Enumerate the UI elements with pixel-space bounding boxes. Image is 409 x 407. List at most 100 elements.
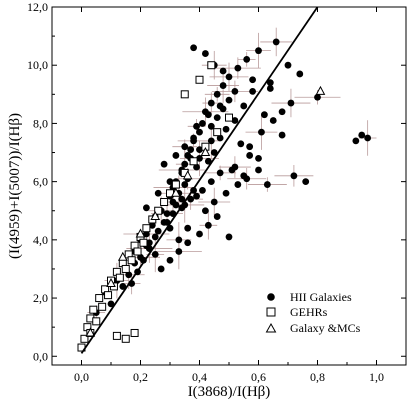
data-point-hii-galaxy	[213, 90, 221, 98]
data-point-hii-galaxy	[190, 44, 198, 52]
data-point-hii-galaxy	[178, 195, 186, 203]
data-point-gehr	[95, 294, 104, 303]
data-point-hii-galaxy	[166, 256, 174, 264]
y-tick-label: 12,0	[27, 0, 48, 14]
data-point-hii-galaxy	[243, 175, 251, 183]
data-point-galaxy-mc	[200, 146, 211, 157]
data-point-hii-galaxy	[169, 198, 177, 206]
data-point-gehr	[127, 256, 136, 265]
data-point-hii-galaxy	[210, 198, 218, 206]
data-point-hii-galaxy	[175, 248, 183, 255]
data-point-hii-galaxy	[190, 134, 198, 142]
data-point-hii-galaxy	[278, 131, 286, 139]
data-point-galaxy-mc	[182, 170, 193, 180]
fit-line	[80, 6, 319, 354]
data-point-gehr	[115, 273, 124, 282]
data-point-hii-galaxy	[204, 221, 212, 229]
data-point-hii-galaxy	[302, 178, 310, 186]
data-point-hii-galaxy	[163, 210, 171, 218]
data-point-hii-galaxy	[187, 195, 195, 203]
data-point-hii-galaxy	[154, 227, 162, 235]
x-tick-label: 0,0	[74, 370, 89, 384]
data-point-hii-galaxy	[210, 149, 218, 156]
data-point-hii-galaxy	[216, 169, 224, 177]
data-point-hii-galaxy	[284, 61, 292, 69]
fit-line-layer	[80, 6, 319, 354]
data-point-hii-galaxy	[231, 163, 239, 171]
data-point-gehr	[121, 264, 130, 273]
x-axis-label: I(3868)/I(Hβ)	[188, 384, 271, 400]
data-point-hii-galaxy	[234, 181, 242, 188]
marker-layer	[77, 38, 372, 352]
data-point-hii-galaxy	[143, 204, 150, 212]
data-point-hii-galaxy	[237, 140, 245, 148]
data-point-hii-galaxy	[166, 178, 174, 186]
data-point-hii-galaxy	[207, 122, 215, 130]
plot-frame	[51, 6, 407, 366]
data-point-hii-galaxy	[261, 111, 268, 119]
data-point-hii-galaxy	[225, 96, 233, 104]
data-point-hii-galaxy	[216, 102, 224, 110]
data-point-hii-galaxy	[249, 88, 256, 95]
data-point-hii-galaxy	[145, 239, 153, 247]
data-point-gehr	[133, 247, 142, 256]
data-point-hii-galaxy	[246, 152, 254, 159]
data-point-gehr	[225, 113, 233, 122]
data-point-gehr	[89, 305, 98, 314]
data-point-hii-galaxy	[196, 146, 203, 154]
data-point-hii-galaxy	[352, 137, 360, 145]
data-point-hii-galaxy	[364, 134, 372, 142]
data-point-hii-galaxy	[193, 192, 200, 200]
data-point-galaxy-mc	[171, 187, 181, 197]
data-point-hii-galaxy	[213, 213, 221, 220]
data-point-gehr	[130, 328, 139, 337]
data-point-hii-galaxy	[216, 134, 224, 142]
data-point-hii-galaxy	[287, 99, 295, 107]
data-point-galaxy-mc	[150, 210, 161, 221]
data-point-hii-galaxy	[219, 67, 227, 75]
data-point-hii-galaxy	[193, 122, 200, 130]
data-point-hii-galaxy	[225, 233, 233, 241]
data-point-hii-galaxy	[240, 102, 248, 110]
data-point-hii-galaxy	[263, 181, 271, 188]
data-point-hii-galaxy	[107, 300, 115, 308]
data-point-galaxy-mc	[315, 85, 326, 95]
data-point-hii-galaxy	[222, 125, 230, 133]
legend-marker-gehrs	[266, 307, 276, 317]
data-point-hii-galaxy	[199, 186, 206, 194]
data-point-hii-galaxy	[181, 160, 189, 168]
data-point-hii-galaxy	[278, 108, 286, 116]
data-point-hii-galaxy	[266, 85, 274, 92]
data-point-hii-galaxy	[290, 172, 298, 180]
data-point-gehr	[189, 157, 198, 166]
data-point-hii-galaxy	[255, 166, 262, 174]
data-point-hii-galaxy	[243, 55, 251, 63]
data-point-hii-galaxy	[207, 99, 215, 107]
data-point-gehr	[180, 90, 189, 99]
data-point-gehr	[98, 302, 107, 311]
data-point-hii-galaxy	[196, 154, 203, 162]
data-point-hii-galaxy	[231, 88, 239, 95]
data-point-hii-galaxy	[204, 157, 212, 165]
data-point-gehr	[104, 291, 113, 300]
legend-marker-galaxy-mcs	[265, 322, 277, 333]
data-point-hii-galaxy	[160, 160, 168, 168]
legend-label-galaxy-mcs: Galaxy &MCs	[290, 321, 361, 335]
x-tick-label: 0,6	[251, 370, 266, 384]
data-point-gehr	[213, 128, 222, 137]
data-point-hii-galaxy	[255, 47, 262, 55]
y-axis-label: (I(4959)+I(5007))/I(Hβ)	[7, 113, 23, 259]
y-tick-label: 2,0	[33, 291, 48, 305]
data-point-gehr	[154, 206, 163, 215]
legend-label-gehrs: GEHRs	[290, 305, 328, 319]
data-point-galaxy-mc	[85, 327, 96, 337]
data-point-hii-galaxy	[204, 111, 212, 119]
data-point-gehr	[139, 238, 148, 247]
data-point-gehr	[80, 334, 89, 343]
data-point-hii-galaxy	[196, 230, 203, 238]
x-tick-label: 0,2	[133, 370, 148, 384]
data-point-hii-galaxy	[314, 93, 321, 101]
data-point-hii-galaxy	[151, 233, 159, 241]
data-point-gehr	[142, 224, 151, 233]
